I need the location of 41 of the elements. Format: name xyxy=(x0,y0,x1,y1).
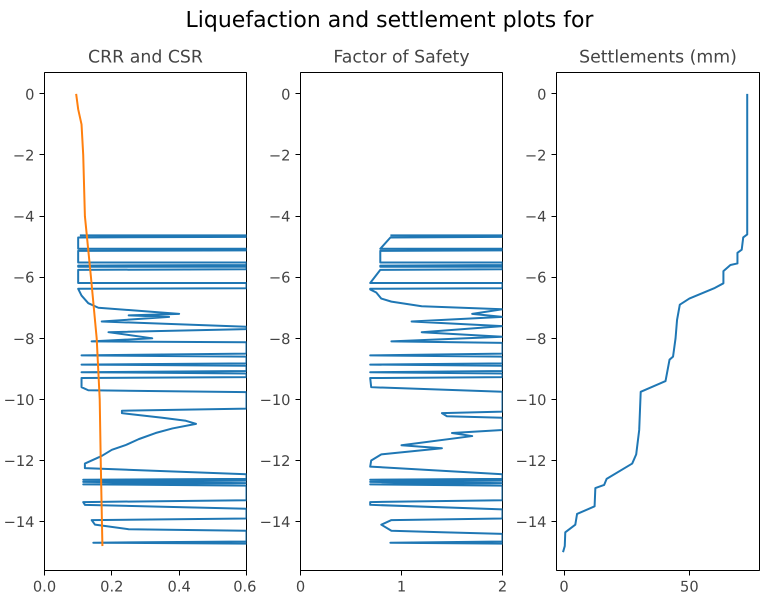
y-tick-label: −4 xyxy=(12,208,35,226)
x-tick-label: 0.6 xyxy=(233,578,257,596)
x-tick-label: 0.0 xyxy=(32,578,56,596)
y-tick-label: −4 xyxy=(524,208,547,226)
x-tick-label: 0 xyxy=(296,578,306,596)
y-tick-label: −6 xyxy=(268,270,291,287)
x-tick-label: 50 xyxy=(680,578,699,596)
y-tick-label: −4 xyxy=(268,208,291,226)
x-tick-label: 2 xyxy=(498,578,508,596)
y-tick-label: −8 xyxy=(12,330,35,348)
x-tick-label: 0.4 xyxy=(168,578,191,596)
line-series xyxy=(75,92,104,548)
y-tick-label: −14 xyxy=(4,514,35,532)
y-tick-label: 0 xyxy=(25,86,35,104)
line-series xyxy=(369,234,502,545)
y-tick-label: −12 xyxy=(516,453,547,470)
y-tick-label: 0 xyxy=(537,86,547,104)
y-tick-label: −10 xyxy=(4,392,35,409)
y-tick-label: −12 xyxy=(4,453,35,470)
y-tick-label: 0 xyxy=(281,86,291,104)
y-tick-label: −14 xyxy=(260,514,291,532)
line-series xyxy=(562,92,748,554)
y-tick-label: −8 xyxy=(268,330,291,348)
x-tick-label: 0.2 xyxy=(100,578,124,596)
chart-title: Settlements (mm) xyxy=(579,48,737,68)
y-tick-label: −12 xyxy=(260,453,291,470)
chart-title: CRR and CSR xyxy=(88,48,203,68)
x-tick-label: 0 xyxy=(559,578,569,596)
y-tick-label: −8 xyxy=(524,330,547,348)
y-tick-label: −10 xyxy=(260,392,291,409)
y-tick-label: −6 xyxy=(12,270,35,287)
y-tick-label: −2 xyxy=(268,147,291,164)
y-tick-label: −14 xyxy=(516,514,547,532)
line-series xyxy=(77,234,246,545)
text: Liquefaction and settlement plots for xyxy=(186,7,594,35)
y-tick-label: −2 xyxy=(524,147,547,164)
chart-title: Factor of Safety xyxy=(333,48,470,68)
y-tick-label: −2 xyxy=(12,147,35,164)
y-tick-label: −6 xyxy=(524,270,547,287)
x-tick-label: 1 xyxy=(396,578,406,596)
y-tick-label: −10 xyxy=(516,392,547,409)
